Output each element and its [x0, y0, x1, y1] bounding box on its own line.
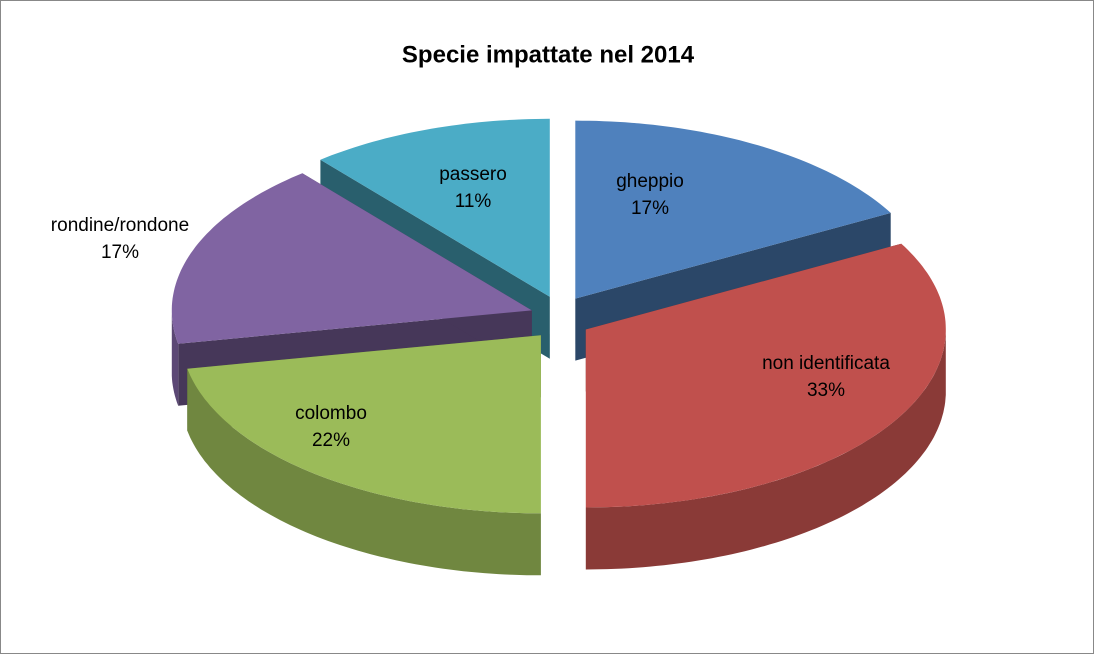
slice	[575, 120, 891, 299]
data-label-value: 33%	[807, 380, 845, 401]
data-label-name: rondine/rondone	[51, 215, 189, 236]
slice	[585, 243, 946, 508]
data-label-name: gheppio	[616, 171, 684, 192]
slice	[320, 118, 550, 297]
slice-side	[585, 329, 946, 570]
chart-title: Specie impattate nel 2014	[402, 41, 695, 68]
slice	[171, 173, 532, 344]
slice	[585, 243, 946, 570]
data-label-value: 22%	[312, 430, 350, 451]
data-label-value: 17%	[631, 198, 669, 219]
data-label-value: 17%	[101, 242, 139, 263]
data-label-name: passero	[439, 164, 507, 185]
slice	[187, 335, 541, 576]
data-label-name: colombo	[295, 403, 367, 424]
slice-side	[187, 368, 541, 576]
data-label-name: non identificata	[762, 353, 890, 374]
data-label-value: 11%	[455, 191, 492, 212]
slice-side	[171, 310, 179, 406]
slice	[187, 335, 541, 514]
